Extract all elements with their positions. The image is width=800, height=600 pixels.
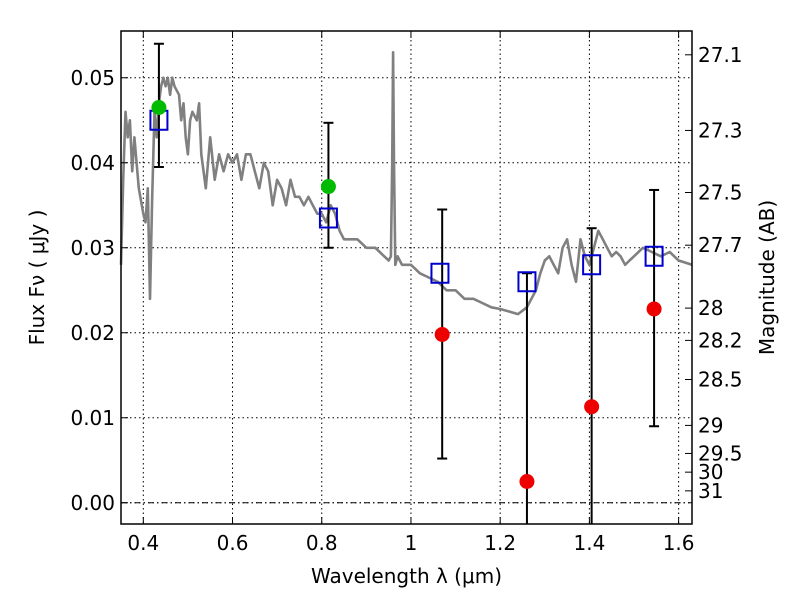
detection-point: [320, 179, 336, 195]
model-point: [517, 271, 537, 293]
model-point: [582, 254, 602, 276]
model-point: [430, 262, 450, 284]
right-axis-label: Magnitude (AB): [755, 200, 779, 355]
x-tick-label: 1: [405, 531, 418, 555]
y-tick-label: 0.03: [70, 236, 115, 260]
right-tick-label: 27.1: [698, 43, 743, 67]
right-tick-label: 29.5: [698, 441, 743, 465]
x-tick-label: 1.4: [573, 531, 605, 555]
right-tick-label: 29: [698, 413, 723, 437]
tick-label-layer: 0.4 0.6 0.8 1 1.2 1.4 1.6 0.00 0.01 0.02 0.03 0.04 0…: [70, 43, 742, 555]
y-tick-label: 0.04: [70, 151, 115, 175]
right-tick-label: 31: [698, 479, 723, 503]
measurement-point: [646, 301, 662, 317]
right-tick-label: 28.5: [698, 368, 743, 392]
right-tick-label: 30: [698, 460, 723, 484]
errorbar-layer: [153, 42, 660, 524]
measurement-point: [434, 326, 450, 342]
x-tick-label: 0.4: [127, 531, 159, 555]
y-tick-label: 0.00: [70, 491, 115, 515]
model-point: [644, 245, 664, 267]
model-spectrum-line: [119, 51, 693, 316]
measurement-point: [519, 474, 535, 489]
right-tick-label: 27.7: [698, 233, 743, 257]
data-point-layer: [151, 100, 662, 489]
model-spectrum-layer: [119, 51, 693, 316]
right-tick-label: 28: [698, 296, 723, 320]
x-tick-label: 0.6: [217, 531, 249, 555]
right-tick-label: 27.3: [698, 118, 743, 142]
x-tick-label: 0.8: [306, 531, 338, 555]
errorbar: [586, 227, 597, 524]
tick-layer: [121, 31, 692, 524]
grid-layer: [121, 31, 692, 524]
model-point: [318, 207, 338, 229]
y-tick-label: 0.01: [70, 406, 115, 430]
detection-point: [151, 100, 167, 115]
x-tick-label: 1.2: [484, 531, 516, 555]
right-tick-label: 27.5: [698, 181, 743, 205]
x-tick-label: 1.6: [663, 531, 695, 555]
x-axis-label: Wavelength λ (μm): [311, 564, 502, 588]
y-tick-label: 0.05: [70, 66, 115, 90]
y-tick-label: 0.02: [70, 321, 115, 345]
y-axis-label: Flux Fν ( μJy ): [25, 210, 49, 346]
right-tick-label: 28.2: [698, 328, 743, 352]
measurement-point: [584, 399, 600, 415]
plot-frame: [120, 30, 693, 525]
